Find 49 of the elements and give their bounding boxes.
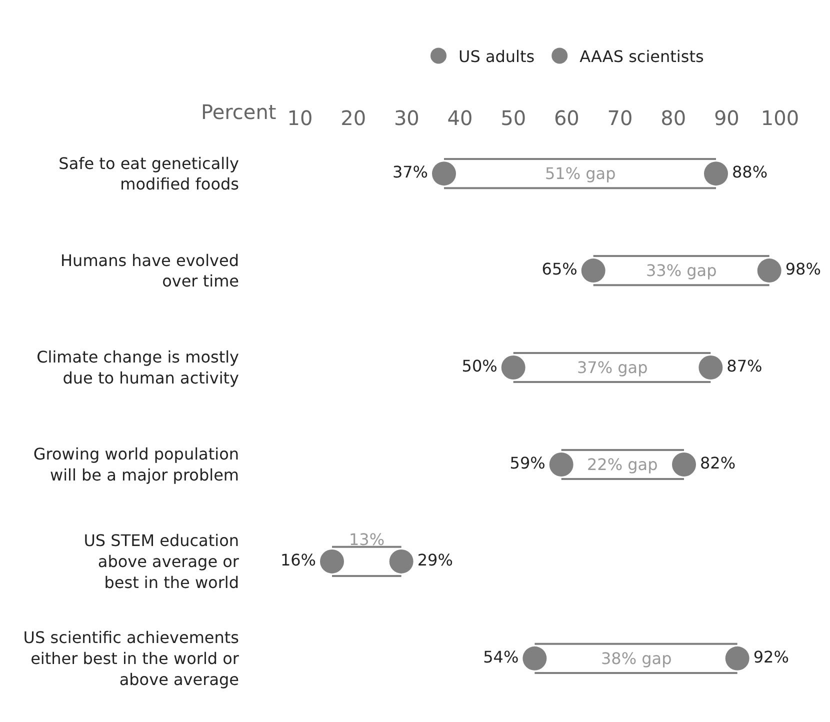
data-label: 65% xyxy=(542,260,578,279)
y-tick-label: Safe to eat genetically modified foods xyxy=(58,154,239,194)
legend-label: US adults xyxy=(458,46,535,66)
point xyxy=(522,646,547,670)
x-tick-label: 90 xyxy=(714,106,740,130)
point xyxy=(320,549,344,574)
point xyxy=(389,549,414,574)
point xyxy=(757,258,782,283)
y-tick-label: US scientific achievements either best in the world or above average xyxy=(23,628,240,689)
point xyxy=(581,258,606,283)
x-tick-label: 10 xyxy=(287,106,313,130)
x-axis-title: Percent xyxy=(201,100,276,124)
annotation: 37% gap xyxy=(577,358,648,377)
data-label: 88% xyxy=(732,162,768,182)
x-tick-label: 50 xyxy=(500,106,526,130)
data-label: 50% xyxy=(462,356,498,376)
x-tick-label: 20 xyxy=(340,106,366,130)
x-tick-label: 80 xyxy=(660,106,686,130)
data-label: 59% xyxy=(510,453,546,472)
data-label: 92% xyxy=(753,647,789,666)
y-tick-label: US STEM education above average or best in the world xyxy=(84,531,240,592)
y-tick-label: Climate change is mostly due to human activity xyxy=(36,348,239,388)
data-label: 98% xyxy=(785,260,821,279)
point xyxy=(501,356,526,380)
x-tick-label: 60 xyxy=(554,106,580,130)
point xyxy=(725,646,750,670)
point xyxy=(698,356,723,380)
data-label: 87% xyxy=(726,356,762,376)
x-tick-label: 30 xyxy=(394,106,420,130)
annotation: 22% gap xyxy=(587,455,658,474)
data-label: 29% xyxy=(417,550,453,570)
point xyxy=(549,452,574,476)
annotation: 13% xyxy=(349,530,385,549)
x-tick-label: 70 xyxy=(607,106,633,130)
data-label: 37% xyxy=(392,162,428,182)
data-label: 54% xyxy=(483,647,519,666)
annotation: 51% gap xyxy=(545,164,616,183)
x-tick-label: 40 xyxy=(447,106,473,130)
annotation: 33% gap xyxy=(646,261,717,280)
x-tick-label: 100 xyxy=(760,106,800,130)
data-label: 82% xyxy=(700,453,736,472)
data-label: 16% xyxy=(280,550,316,570)
point xyxy=(432,162,456,186)
legend-label: AAAS scientists xyxy=(580,46,704,66)
y-tick-label: Growing world population will be a major problem xyxy=(33,444,239,484)
point xyxy=(704,162,728,186)
point xyxy=(672,452,696,476)
annotation: 38% gap xyxy=(601,649,672,668)
y-tick-label: Humans have evolved over time xyxy=(60,250,239,291)
